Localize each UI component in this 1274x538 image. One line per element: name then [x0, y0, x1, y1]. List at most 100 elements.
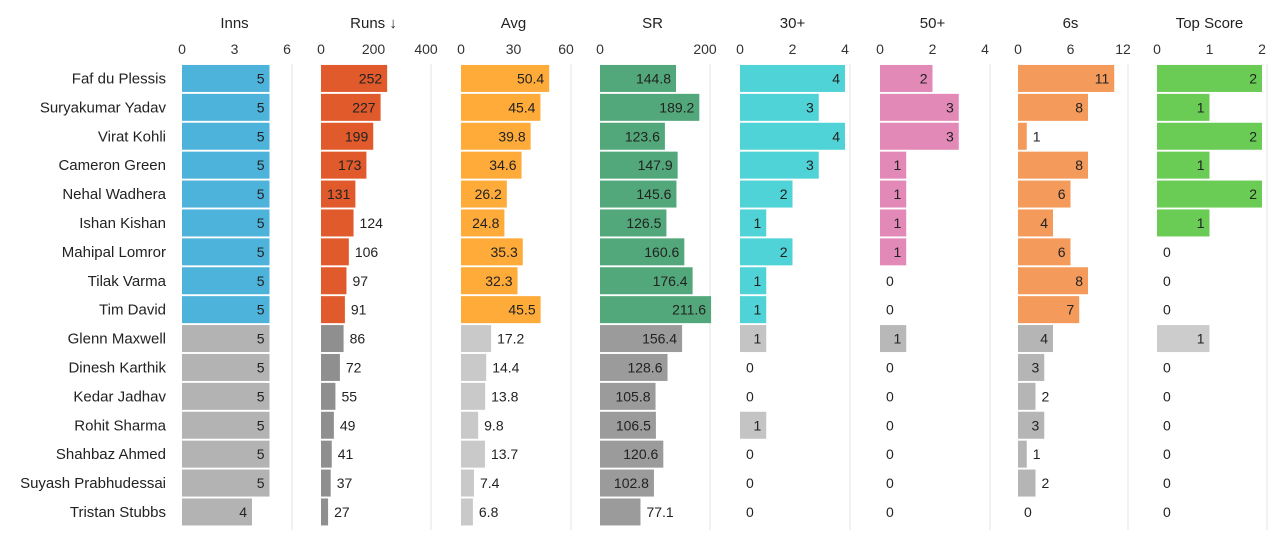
value-label-inns-row-12: 5 [257, 388, 265, 404]
tick-inns-6: 6 [283, 41, 291, 57]
bar-runs-row-11 [321, 353, 340, 381]
bar-runs-row-5 [321, 180, 356, 208]
bar-6s-row-12 [1018, 382, 1036, 410]
player-name-5: Nehal Wadhera [62, 186, 166, 203]
value-label-inns-row-4: 5 [257, 157, 265, 173]
player-name-16: Tristan Stubbs [70, 504, 166, 521]
value-label-top-score-row-5: 2 [1249, 186, 1257, 202]
bar-sr-row-8 [600, 267, 693, 295]
value-label-top-score-row-10: 1 [1197, 331, 1205, 347]
bar-top-score-row-4 [1157, 151, 1210, 179]
value-label-6s-row-8: 8 [1075, 273, 1083, 289]
value-label-sr-row-4: 147.9 [638, 157, 673, 173]
bar-sr-row-5 [600, 180, 677, 208]
value-label-avg-row-6: 24.8 [472, 215, 499, 231]
player-name-14: Shahbaz Ahmed [56, 446, 166, 463]
value-label-top-score-row-8: 0 [1163, 273, 1171, 289]
bar-avg-row-15 [461, 469, 474, 497]
value-label-50-row-11: 0 [886, 359, 894, 375]
bar-inns-row-7 [182, 238, 270, 266]
value-label-inns-row-15: 5 [257, 475, 265, 491]
value-label-runs-row-6: 124 [360, 215, 384, 231]
value-label-avg-row-7: 35.3 [491, 244, 518, 260]
bar-avg-row-14 [461, 440, 485, 468]
bar-runs-row-2 [321, 93, 381, 121]
bar-sr-row-14 [600, 440, 664, 468]
value-label-runs-row-16: 27 [334, 504, 350, 520]
value-label-50-row-9: 0 [886, 302, 894, 318]
bar-runs-row-3 [321, 122, 374, 150]
tick-50-4: 4 [981, 41, 989, 57]
value-label-top-score-row-12: 0 [1163, 388, 1171, 404]
value-label-50-row-15: 0 [886, 475, 894, 491]
value-label-6s-row-6: 4 [1040, 215, 1048, 231]
player-name-13: Rohit Sharma [74, 417, 166, 434]
value-label-avg-row-16: 6.8 [479, 504, 499, 520]
value-label-50-row-4: 1 [893, 157, 901, 173]
value-label-top-score-row-14: 0 [1163, 446, 1171, 462]
column-header-avg: Avg [501, 15, 527, 32]
bar-30-row-4 [740, 151, 819, 179]
value-label-50-row-2: 3 [946, 99, 954, 115]
bar-6s-row-4 [1018, 151, 1088, 179]
value-label-6s-row-14: 1 [1033, 446, 1041, 462]
value-label-avg-row-1: 50.4 [517, 70, 544, 86]
bar-6s-row-5 [1018, 180, 1071, 208]
value-label-30-row-6: 1 [753, 215, 761, 231]
bar-runs-row-8 [321, 267, 347, 295]
bar-top-score-row-3 [1157, 122, 1262, 150]
value-label-top-score-row-3: 2 [1249, 128, 1257, 144]
value-label-top-score-row-15: 0 [1163, 475, 1171, 491]
value-label-50-row-10: 1 [893, 331, 901, 347]
value-label-6s-row-10: 4 [1040, 331, 1048, 347]
value-label-avg-row-3: 39.8 [498, 128, 525, 144]
bar-6s-row-7 [1018, 238, 1071, 266]
tick-sr-200: 200 [693, 41, 717, 57]
value-label-inns-row-13: 5 [257, 417, 265, 433]
bar-runs-row-14 [321, 440, 332, 468]
tick-6s-0: 0 [1014, 41, 1022, 57]
tick-inns-3: 3 [231, 41, 239, 57]
value-label-runs-row-4: 173 [338, 157, 362, 173]
tick-30-4: 4 [841, 41, 849, 57]
bar-runs-row-7 [321, 238, 349, 266]
value-label-avg-row-5: 26.2 [475, 186, 502, 202]
bar-sr-row-10 [600, 325, 683, 353]
bar-50-row-2 [880, 93, 959, 121]
bar-avg-row-10 [461, 325, 492, 353]
value-label-avg-row-2: 45.4 [508, 99, 535, 115]
value-label-30-row-2: 3 [806, 99, 814, 115]
value-label-runs-row-9: 91 [351, 302, 367, 318]
value-label-inns-row-7: 5 [257, 244, 265, 260]
value-label-sr-row-6: 126.5 [626, 215, 661, 231]
value-label-runs-row-5: 131 [327, 186, 351, 202]
bar-runs-row-4 [321, 151, 367, 179]
value-label-inns-row-11: 5 [257, 359, 265, 375]
tick-30-0: 0 [736, 41, 744, 57]
bar-50-row-4 [880, 151, 907, 179]
value-label-30-row-8: 1 [753, 273, 761, 289]
tick-top-score-0: 0 [1153, 41, 1161, 57]
value-label-sr-row-16: 77.1 [646, 504, 673, 520]
bar-30-row-7 [740, 238, 793, 266]
value-label-sr-row-8: 176.4 [653, 273, 688, 289]
player-name-3: Virat Kohli [98, 128, 166, 145]
bar-inns-row-6 [182, 209, 270, 237]
value-label-inns-row-5: 5 [257, 186, 265, 202]
player-name-11: Dinesh Karthik [68, 359, 166, 376]
value-label-30-row-10: 1 [753, 331, 761, 347]
column-header-runs: Runs ↓ [350, 15, 397, 32]
value-label-6s-row-15: 2 [1042, 475, 1050, 491]
bar-50-row-7 [880, 238, 907, 266]
value-label-runs-row-7: 106 [355, 244, 379, 260]
value-label-50-row-14: 0 [886, 446, 894, 462]
column-header-sr: SR [642, 15, 663, 32]
value-label-6s-row-11: 3 [1031, 359, 1039, 375]
value-label-6s-row-5: 6 [1058, 186, 1066, 202]
bar-30-row-9 [740, 296, 767, 324]
value-label-avg-row-12: 13.8 [491, 388, 518, 404]
value-label-avg-row-10: 17.2 [497, 331, 524, 347]
tick-top-score-2: 2 [1258, 41, 1266, 57]
value-label-30-row-12: 0 [746, 388, 754, 404]
bar-6s-row-10 [1018, 325, 1053, 353]
